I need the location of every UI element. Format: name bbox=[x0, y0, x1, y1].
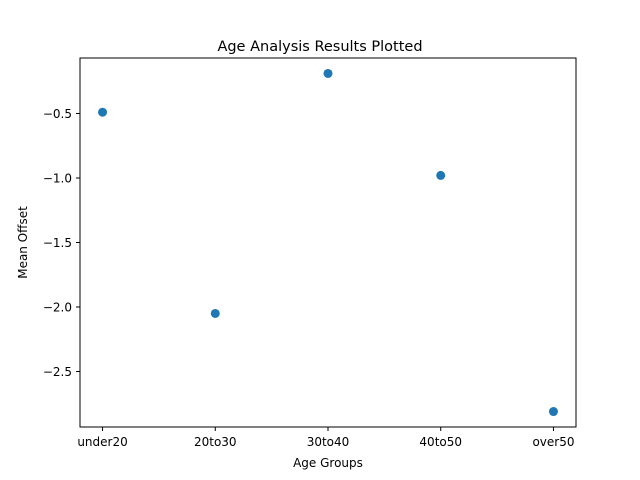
plot-area: under20 20to30 30to40 40to50 over50 −0.5 −1.0… bbox=[43, 57, 577, 449]
y-tick-label: −1.0 bbox=[43, 171, 72, 185]
y-tick-label: −1.5 bbox=[43, 236, 72, 250]
x-tick-label: over50 bbox=[532, 435, 574, 449]
data-point-20to30 bbox=[210, 308, 220, 318]
x-tick-label: under20 bbox=[77, 435, 127, 449]
y-tick-label: −2.5 bbox=[43, 365, 72, 379]
y-axis-label: Mean Offset bbox=[16, 206, 30, 279]
x-axis-ticks: under20 20to30 30to40 40to50 over50 bbox=[77, 427, 574, 449]
data-point-40to50 bbox=[436, 170, 446, 180]
y-tick-label: −2.0 bbox=[43, 301, 72, 315]
data-points bbox=[98, 68, 558, 417]
x-tick-label: 30to40 bbox=[307, 435, 350, 449]
x-tick-label: 40to50 bbox=[419, 435, 462, 449]
x-tick-label: 20to30 bbox=[194, 435, 237, 449]
data-point-over50 bbox=[548, 407, 558, 417]
x-axis-label: Age Groups bbox=[293, 456, 363, 470]
y-axis-ticks: −0.5 −1.0 −1.5 −2.0 −2.5 bbox=[43, 107, 80, 379]
y-tick-label: −0.5 bbox=[43, 107, 72, 121]
chart-title: Age Analysis Results Plotted bbox=[217, 39, 422, 55]
data-point-30to40 bbox=[323, 68, 333, 78]
data-point-under20 bbox=[98, 107, 108, 117]
